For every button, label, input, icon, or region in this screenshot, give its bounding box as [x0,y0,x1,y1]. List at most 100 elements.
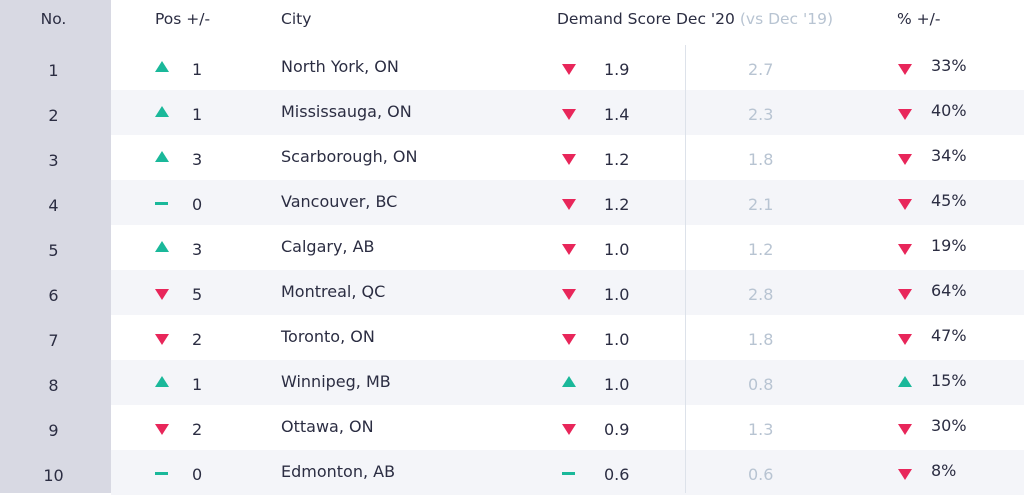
city-name: North York, ON [281,57,399,76]
position-change: 1 [192,375,203,394]
position-flat-icon [155,202,168,205]
percent-change: 40% [931,101,967,120]
percent-down-icon [898,199,912,210]
table-row: 5 3 Calgary, AB 1.0 1.2 19% [0,225,1024,270]
header-pos: Pos +/- [155,10,211,28]
table-row: 8 1 Winnipeg, MB 1.0 0.8 15% [0,360,1024,405]
demand-up-icon [562,376,576,387]
position-down-icon [155,289,169,300]
header-demand-label: Demand Score Dec '20 [557,10,735,28]
rank-number: 2 [48,106,59,125]
percent-change: 30% [931,416,967,435]
percent-down-icon [898,469,912,480]
percent-down-icon [898,244,912,255]
rank-number: 5 [48,241,59,260]
table-row: 7 2 Toronto, ON 1.0 1.8 47% [0,315,1024,360]
position-change: 2 [192,420,203,439]
previous-score: 2.3 [748,105,774,124]
city-name: Edmonton, AB [281,462,396,481]
position-up-icon [155,61,169,72]
demand-score: 0.6 [604,465,630,484]
previous-score: 1.8 [748,330,774,349]
rank-number: 3 [48,151,59,170]
demand-score: 1.0 [604,285,630,304]
position-change: 3 [192,150,203,169]
city-name: Winnipeg, MB [281,372,391,391]
city-name: Scarborough, ON [281,147,418,166]
previous-score: 2.8 [748,285,774,304]
rank-number: 6 [48,286,59,305]
demand-down-icon [562,109,576,120]
table-row: 1 1 North York, ON 1.9 2.7 33% [0,45,1024,90]
demand-score: 1.9 [604,60,630,79]
demand-score: 1.0 [604,330,630,349]
rank-number: 4 [48,196,59,215]
percent-change: 47% [931,326,967,345]
demand-score: 1.2 [604,195,630,214]
percent-up-icon [898,376,912,387]
previous-score: 1.2 [748,240,774,259]
rank-number: 9 [48,421,59,440]
demand-down-icon [562,154,576,165]
position-change: 5 [192,285,203,304]
percent-down-icon [898,64,912,75]
city-name: Toronto, ON [281,327,375,346]
percent-change: 8% [931,461,957,480]
city-name: Ottawa, ON [281,417,374,436]
percent-down-icon [898,334,912,345]
city-name: Vancouver, BC [281,192,398,211]
table-row: 4 0 Vancouver, BC 1.2 2.1 45% [0,180,1024,225]
header-pct: % +/- [897,10,941,28]
position-up-icon [155,106,169,117]
position-down-icon [155,334,169,345]
rank-column-background [0,0,111,493]
percent-change: 34% [931,146,967,165]
percent-down-icon [898,424,912,435]
demand-flat-icon [562,472,575,475]
demand-score: 1.4 [604,105,630,124]
position-change: 3 [192,240,203,259]
position-change: 0 [192,465,203,484]
table-row: 2 1 Mississauga, ON 1.4 2.3 40% [0,90,1024,135]
demand-score: 1.2 [604,150,630,169]
percent-change: 19% [931,236,967,255]
header-demand: Demand Score Dec '20 (vs Dec '19) [557,10,833,28]
city-name: Calgary, AB [281,237,375,256]
table-row: 3 3 Scarborough, ON 1.2 1.8 34% [0,135,1024,180]
rank-number: 8 [48,376,59,395]
demand-down-icon [562,289,576,300]
percent-change: 15% [931,371,967,390]
demand-score: 0.9 [604,420,630,439]
demand-down-icon [562,64,576,75]
position-change: 1 [192,60,203,79]
demand-score: 1.0 [604,240,630,259]
header-demand-sub: (vs Dec '19) [739,10,834,28]
table-row: 10 0 Edmonton, AB 0.6 0.6 8% [0,450,1024,495]
table-row: 9 2 Ottawa, ON 0.9 1.3 30% [0,405,1024,450]
percent-change: 33% [931,56,967,75]
previous-score: 1.8 [748,150,774,169]
position-flat-icon [155,472,168,475]
demand-down-icon [562,424,576,435]
table-header: No. Pos +/- City Demand Score Dec '20 (v… [0,0,1024,43]
percent-change: 64% [931,281,967,300]
position-up-icon [155,241,169,252]
demand-down-icon [562,199,576,210]
previous-score: 0.8 [748,375,774,394]
header-city: City [281,10,312,28]
position-down-icon [155,424,169,435]
position-change: 2 [192,330,203,349]
rank-number: 7 [48,331,59,350]
rank-number: 10 [43,466,64,485]
demand-down-icon [562,244,576,255]
table-row: 6 5 Montreal, QC 1.0 2.8 64% [0,270,1024,315]
city-name: Montreal, QC [281,282,386,301]
previous-score: 0.6 [748,465,774,484]
percent-down-icon [898,289,912,300]
demand-score: 1.0 [604,375,630,394]
rank-number: 1 [48,61,59,80]
demand-down-icon [562,334,576,345]
column-divider [685,45,686,493]
position-change: 1 [192,105,203,124]
